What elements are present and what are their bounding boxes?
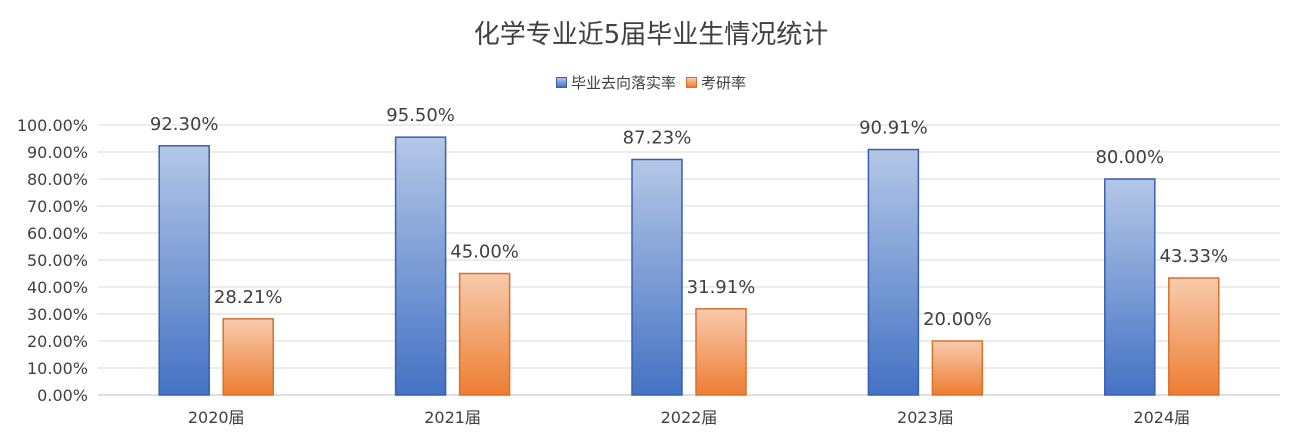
y-tick-label: 60.00% [27,224,88,243]
legend-swatch-series-0 [555,77,567,88]
data-label-series-0: 95.50% [386,105,455,126]
bar-series-0 [158,145,210,396]
x-tick-label: 2022届 [661,408,718,427]
y-tick-label: 80.00% [27,170,88,189]
y-tick-label: 50.00% [27,251,88,270]
y-tick-label: 30.00% [27,305,88,324]
bar-series-0 [394,136,447,396]
legend-item-series-0: 毕业去向落实率 [555,72,676,93]
y-tick-label: 70.00% [27,197,88,216]
x-tick-label: 2024届 [1133,408,1190,427]
y-tick-label: 90.00% [27,143,88,162]
legend-label-series-0: 毕业去向落实率 [570,74,676,92]
y-tick-label: 20.00% [27,332,88,351]
data-label-series-0: 90.91% [859,118,928,139]
y-tick-label: 40.00% [27,278,88,297]
y-tick-label: 100.00% [17,116,88,135]
data-label-series-1: 28.21% [214,287,283,308]
data-label-series-0: 80.00% [1095,147,1164,168]
bar-series-0 [867,148,920,396]
bar-series-1 [695,308,747,396]
bar-series-1 [458,272,511,396]
legend-item-series-1: 考研率 [686,72,746,93]
x-tick-label: 2023届 [897,408,954,427]
data-label-series-1: 31.91% [687,277,756,298]
x-tick-label: 2020届 [188,408,245,427]
x-tick-label: 2021届 [424,408,481,427]
data-label-series-0: 87.23% [623,127,692,148]
legend: 毕业去向落实率 考研率 [0,72,1302,93]
bar-series-1 [1168,277,1220,396]
y-tick-label: 10.00% [27,359,88,378]
bar-series-0 [1104,178,1156,396]
data-label-series-1: 43.33% [1159,246,1228,267]
data-label-series-1: 20.00% [923,309,992,330]
legend-swatch-series-1 [686,77,697,88]
bar-series-0 [631,158,683,396]
data-label-series-0: 92.30% [150,114,219,135]
chart-title: 化学专业近5届毕业生情况统计 [473,20,829,50]
legend-label-series-1: 考研率 [701,74,747,92]
bar-series-1 [222,318,274,396]
data-label-series-1: 45.00% [450,242,519,263]
bar-series-1 [931,340,984,396]
y-tick-label: 0.00% [37,386,88,405]
